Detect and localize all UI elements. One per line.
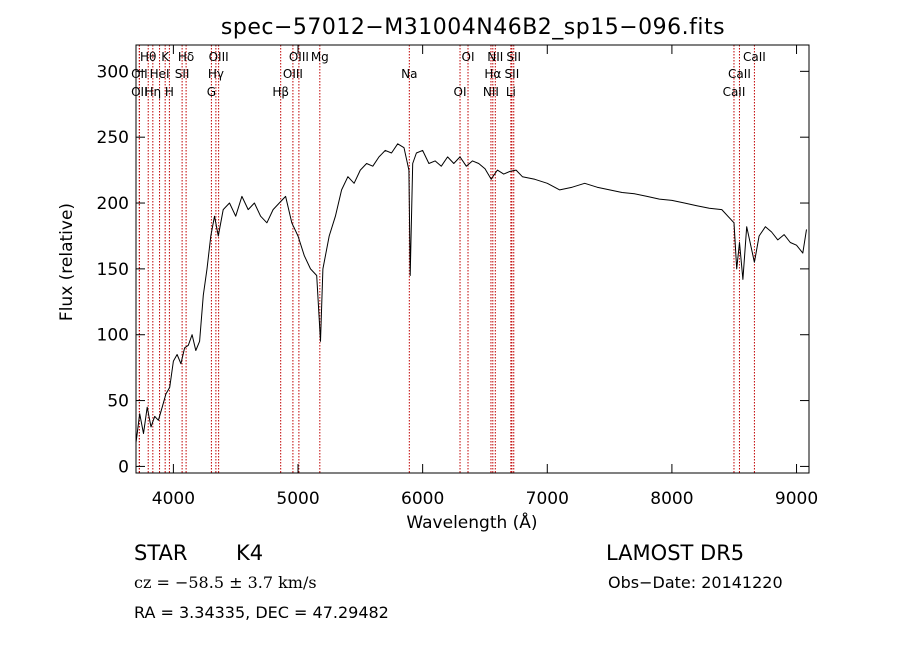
line-label: G bbox=[207, 85, 216, 99]
y-tick-label: 150 bbox=[97, 260, 129, 280]
line-label: OIII bbox=[283, 67, 303, 81]
y-tick-label: 50 bbox=[107, 392, 129, 412]
line-label: CaII bbox=[743, 50, 766, 64]
y-tick-label: 250 bbox=[97, 128, 129, 148]
line-label: Na bbox=[401, 67, 417, 81]
line-label: CaII bbox=[723, 85, 746, 99]
y-tick-label: 300 bbox=[97, 62, 129, 82]
survey-name: LAMOST DR5 bbox=[606, 541, 745, 565]
line-label: HeI bbox=[150, 67, 170, 81]
line-label: OI bbox=[454, 85, 467, 99]
line-label: Mg bbox=[311, 50, 329, 64]
line-label: NII bbox=[487, 50, 503, 64]
redshift-cz: cz = −58.5 ± 3.7 km/s bbox=[134, 573, 317, 592]
x-tick-label: 8000 bbox=[650, 489, 693, 509]
y-tick-label: 0 bbox=[118, 457, 129, 477]
line-label: Li bbox=[506, 85, 516, 99]
x-axis-label: Wavelength (Å) bbox=[406, 511, 537, 533]
x-tick-label: 9000 bbox=[775, 489, 818, 509]
y-tick-label: 200 bbox=[97, 194, 129, 214]
x-tick-label: 7000 bbox=[526, 489, 569, 509]
object-subclass: K4 bbox=[236, 541, 264, 565]
line-label: OIII bbox=[289, 50, 309, 64]
line-label: K bbox=[161, 50, 170, 64]
x-tick-label: 5000 bbox=[276, 489, 319, 509]
observation-date: Obs−Date: 20141220 bbox=[608, 573, 783, 592]
line-label: CaII bbox=[728, 67, 751, 81]
y-axis-ticks: 0 50 100 150 200 250 300 bbox=[97, 62, 809, 477]
line-label: SII bbox=[175, 67, 190, 81]
spectrum-line bbox=[135, 143, 807, 443]
object-class: STAR bbox=[134, 541, 188, 565]
line-label: OII bbox=[131, 85, 148, 99]
line-labels: HθOIIOIIKHeIHηHδSIIHOIIIHγGOIIIOIIIHβMgN… bbox=[131, 50, 766, 99]
line-label: OII bbox=[131, 67, 148, 81]
line-label: Hδ bbox=[178, 50, 194, 64]
y-tick-label: 100 bbox=[97, 326, 129, 346]
line-label: OI bbox=[462, 50, 475, 64]
line-label: OIII bbox=[209, 50, 229, 64]
coordinates: RA = 3.34335, DEC = 47.29482 bbox=[134, 603, 389, 622]
line-label: NII bbox=[483, 85, 499, 99]
y-axis-label: Flux (relative) bbox=[57, 203, 77, 321]
line-label: Hθ bbox=[140, 50, 156, 64]
plot-frame bbox=[135, 44, 810, 474]
line-label: Hη bbox=[145, 85, 162, 99]
line-label: SII bbox=[505, 67, 520, 81]
x-axis-ticks: 4000 5000 6000 7000 8000 9000 bbox=[152, 45, 818, 509]
line-label: SII bbox=[506, 50, 521, 64]
x-tick-label: 6000 bbox=[401, 489, 444, 509]
line-label: Hα bbox=[484, 67, 501, 81]
chart-title: spec−57012−M31004N46B2_sp15−096.fits bbox=[221, 15, 725, 40]
line-markers bbox=[138, 45, 755, 473]
line-label: H bbox=[165, 85, 174, 99]
x-tick-label: 4000 bbox=[152, 489, 195, 509]
line-label: Hβ bbox=[272, 85, 289, 99]
line-label: Hγ bbox=[208, 67, 224, 81]
